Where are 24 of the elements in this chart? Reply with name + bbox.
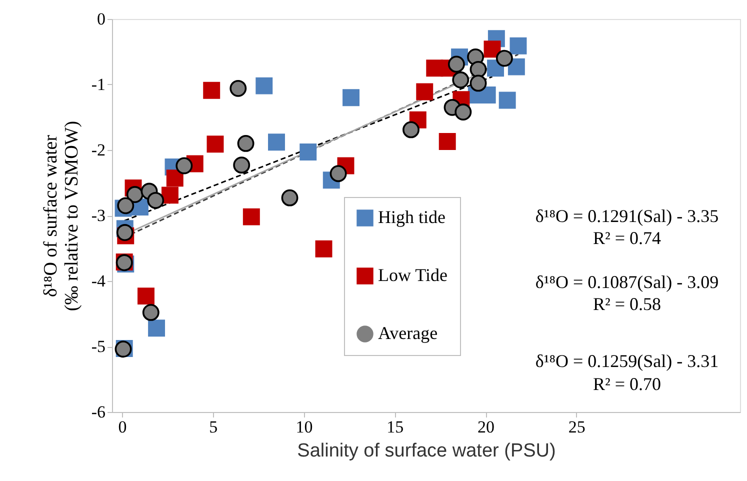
annotation: R² = 0.74 bbox=[592, 228, 662, 248]
annotation: δ¹⁸O = 0.1259(Sal) - 3.31 bbox=[535, 351, 719, 371]
y-axis-title: δ¹⁸O of surface water (‰ relative to VSMOW) bbox=[40, 120, 82, 312]
y-tick-label: -6 bbox=[91, 402, 106, 422]
y-tick-label: -2 bbox=[91, 140, 106, 160]
annotation: R² = 0.58 bbox=[592, 294, 662, 314]
x-tick-label: 20 bbox=[478, 418, 495, 436]
legend-label: Average bbox=[378, 323, 438, 343]
annotation: δ¹⁸O = 0.1291(Sal) - 3.35 bbox=[535, 206, 719, 226]
y-tick-label: -1 bbox=[91, 75, 106, 94]
annotation: δ¹⁸O = 0.1087(Sal) - 3.09 bbox=[535, 272, 719, 292]
y-tick-label: -3 bbox=[91, 206, 106, 225]
y-tick-label: -4 bbox=[91, 272, 106, 290]
x-tick-label: 25 bbox=[568, 418, 586, 436]
x-axis-title: Salinity of surface water (PSU) bbox=[297, 440, 556, 462]
annotation: R² = 0.70 bbox=[592, 374, 662, 394]
legend-label: Low Tide bbox=[378, 265, 448, 285]
x-tick-label: 15 bbox=[386, 418, 404, 436]
x-tick-label: 10 bbox=[296, 418, 313, 436]
y-tick-label: -5 bbox=[91, 337, 106, 356]
x-tick-label: 5 bbox=[209, 418, 218, 436]
legend-label: High tide bbox=[378, 207, 446, 227]
x-tick-label: 0 bbox=[118, 418, 127, 436]
y-tick-label: 0 bbox=[97, 10, 106, 28]
